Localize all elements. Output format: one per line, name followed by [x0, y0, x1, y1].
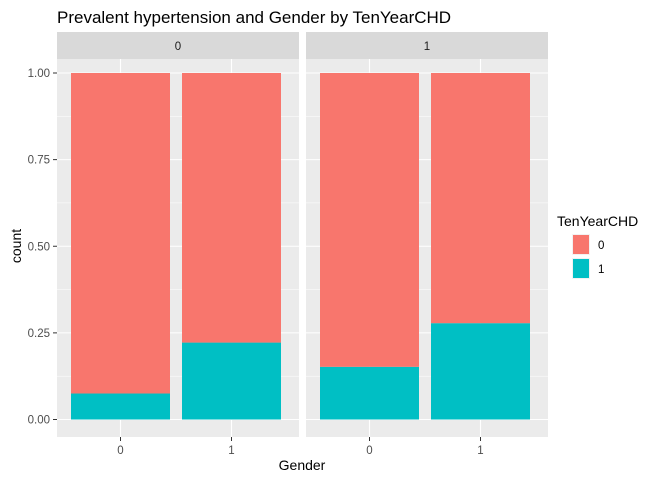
- facet-strip: [57, 32, 299, 59]
- y-tick-label: 0.25: [28, 328, 50, 340]
- facet-strip-label: 0: [175, 41, 181, 53]
- facet-panel-0: 0 0 1: [57, 32, 299, 457]
- facet-panels: 0 0 1 1 0 1: [57, 32, 548, 457]
- legend-key-1: [573, 259, 589, 278]
- facet-strip-label: 1: [424, 41, 430, 53]
- x-tick-label: 0: [366, 445, 372, 457]
- facet-panel-1: 1 0 1: [306, 32, 548, 457]
- bar-segment-0-1-0: [182, 73, 281, 343]
- bar-segment-0-0-1: [71, 393, 170, 420]
- bar-segment-1-1-0: [431, 73, 530, 324]
- legend-label-1: 1: [598, 264, 604, 276]
- y-axis: 0.00 0.25 0.50 0.75 1.00: [28, 68, 57, 427]
- bar-segment-0-1-1: [182, 342, 281, 420]
- y-tick-label: 1.00: [28, 68, 50, 80]
- bar-segment-1-0-1: [320, 366, 419, 420]
- y-tick-label: 0.75: [28, 155, 50, 167]
- x-tick-label: 1: [228, 445, 234, 457]
- legend: TenYearCHD 0 1: [557, 213, 638, 279]
- legend-label-0: 0: [598, 240, 604, 252]
- bar-segment-0-0-0: [71, 73, 170, 394]
- chart-title: Prevalent hypertension and Gender by Ten…: [57, 8, 451, 27]
- bar-segment-1-0-0: [320, 73, 419, 367]
- y-axis-title: count: [8, 229, 24, 263]
- facet-strip: [306, 32, 548, 59]
- y-tick-label: 0.50: [28, 241, 50, 253]
- x-tick-label: 1: [477, 445, 483, 457]
- legend-key-0: [573, 235, 589, 254]
- legend-title: TenYearCHD: [557, 213, 638, 229]
- x-tick-label: 0: [117, 445, 123, 457]
- y-tick-label: 0.00: [28, 415, 50, 427]
- bar-segment-1-1-1: [431, 323, 530, 420]
- x-axis-title: Gender: [279, 457, 326, 473]
